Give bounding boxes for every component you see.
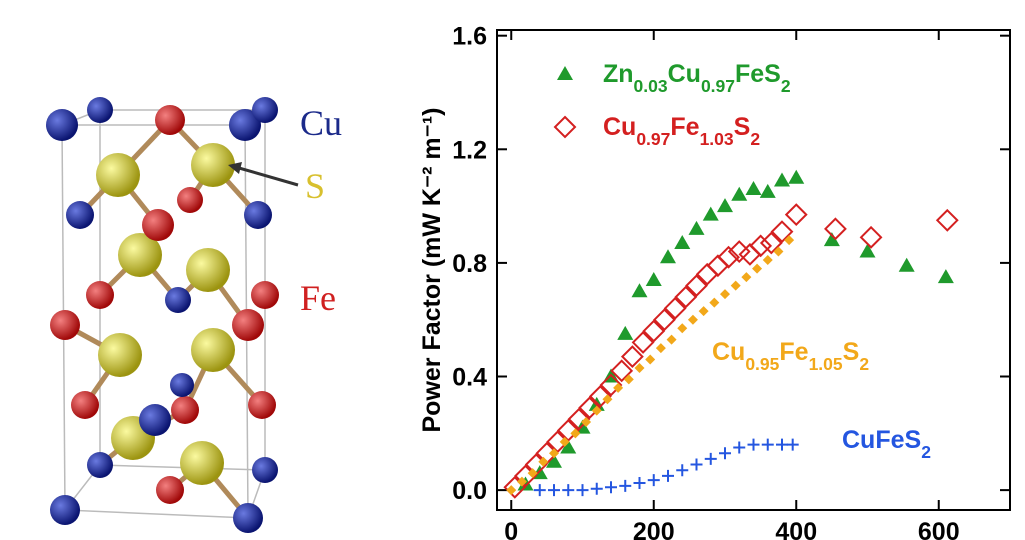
- marker: [752, 264, 762, 274]
- marker: [549, 448, 559, 458]
- marker: [619, 480, 631, 492]
- marker: [731, 281, 741, 291]
- marker: [660, 249, 676, 263]
- marker: [861, 227, 881, 247]
- marker: [733, 442, 745, 454]
- legend-marker: [557, 66, 573, 80]
- marker: [644, 321, 664, 341]
- marker: [937, 210, 957, 230]
- series-label: Cu0.95Fe1.05S2: [712, 338, 869, 374]
- marker: [776, 439, 788, 451]
- figure: Cu S Fe 0.0 0.4 0.8 1.2 1.6 0 200 400 600 Power F…: [0, 0, 1025, 540]
- legend-marker: [555, 117, 575, 137]
- marker: [562, 484, 574, 496]
- marker: [825, 219, 845, 239]
- y-tick-label: 0.8: [452, 250, 487, 278]
- marker: [646, 272, 662, 286]
- marker: [719, 447, 731, 459]
- marker: [689, 221, 705, 235]
- marker: [687, 276, 707, 296]
- marker: [787, 439, 799, 451]
- marker: [654, 310, 674, 330]
- marker: [763, 255, 773, 265]
- series-label: CuFeS2: [842, 426, 931, 462]
- marker: [674, 235, 690, 249]
- marker: [709, 298, 719, 308]
- marker: [534, 484, 546, 496]
- s-atoms: [96, 143, 235, 485]
- marker: [667, 335, 677, 345]
- x-tick-label: 400: [775, 518, 817, 540]
- marker: [731, 187, 747, 201]
- marker: [665, 298, 685, 318]
- marker: [938, 269, 954, 283]
- marker: [662, 470, 674, 482]
- marker: [676, 464, 688, 476]
- x-tick-label: 200: [633, 518, 675, 540]
- marker: [786, 205, 806, 225]
- marker: [708, 256, 728, 276]
- marker: [717, 198, 733, 212]
- y-tick-label: 0.4: [452, 364, 487, 392]
- marker: [548, 484, 560, 496]
- atom-label: S: [305, 166, 325, 206]
- marker: [746, 181, 762, 195]
- chart: 0.0 0.4 0.8 1.2 1.6 0 200 400 600 Power Factor (m…: [418, 23, 1010, 540]
- marker: [632, 283, 648, 297]
- marker: [645, 354, 655, 364]
- marker: [760, 184, 776, 198]
- marker: [740, 244, 760, 264]
- series-label: Cu0.97Fe1.03S2: [603, 113, 760, 149]
- y-axis-label: Power Factor (mW K⁻² m⁻¹): [418, 107, 446, 432]
- x-tick-label: 0: [504, 518, 518, 540]
- marker: [703, 207, 719, 221]
- marker: [676, 287, 696, 307]
- marker: [577, 484, 589, 496]
- marker: [634, 477, 646, 489]
- marker: [751, 236, 771, 256]
- marker: [741, 272, 751, 282]
- marker: [705, 453, 717, 465]
- x-tick-label: 600: [918, 518, 960, 540]
- marker: [774, 173, 790, 187]
- crystal-structure: Cu S Fe: [46, 97, 342, 533]
- series: [534, 439, 799, 496]
- y-tick-label: 1.6: [452, 23, 487, 51]
- marker: [648, 474, 660, 486]
- marker: [699, 306, 709, 316]
- marker: [697, 264, 717, 284]
- marker: [617, 326, 633, 340]
- marker: [605, 481, 617, 493]
- marker: [656, 343, 666, 353]
- marker: [635, 363, 645, 373]
- y-tick-label: 0.0: [452, 477, 487, 505]
- marker: [691, 459, 703, 471]
- atom-label: Fe: [300, 278, 336, 318]
- marker: [899, 258, 915, 272]
- y-tick-label: 1.2: [452, 136, 487, 164]
- marker: [688, 315, 698, 325]
- marker: [748, 439, 760, 451]
- marker: [788, 170, 804, 184]
- marker: [506, 485, 516, 495]
- marker: [720, 289, 730, 299]
- series-label: Zn0.03Cu0.97FeS2: [603, 60, 791, 96]
- atom-label: Cu: [300, 103, 342, 143]
- marker: [762, 439, 774, 451]
- marker: [677, 323, 687, 333]
- marker: [591, 483, 603, 495]
